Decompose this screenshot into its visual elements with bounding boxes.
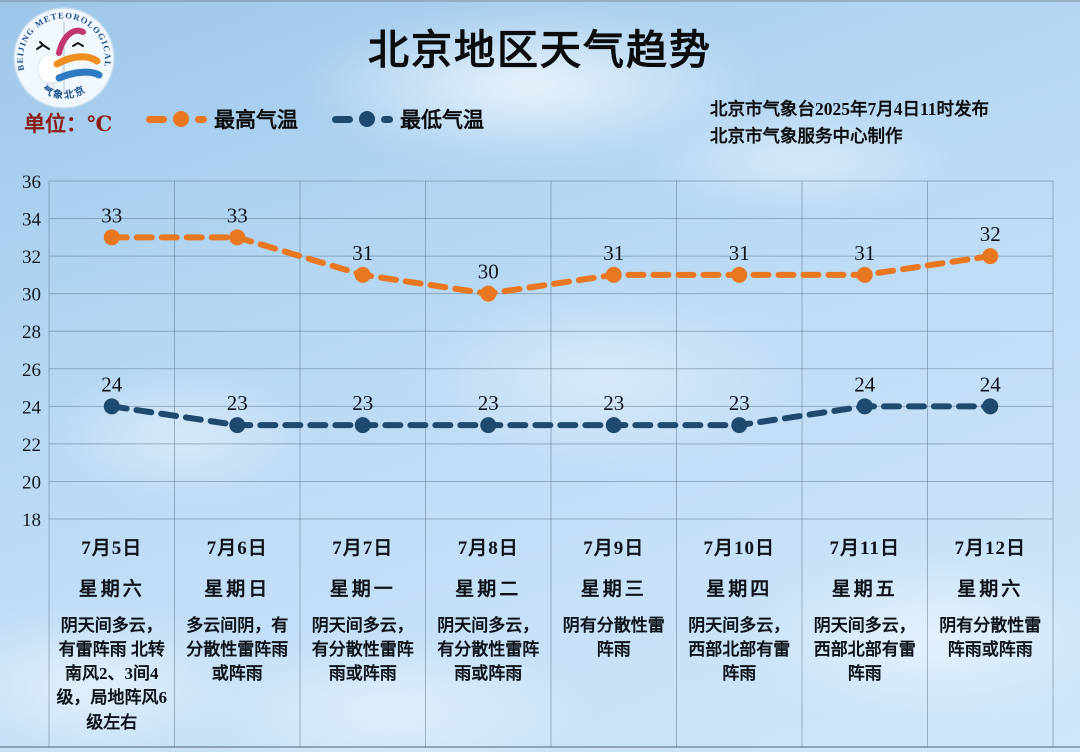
bird-icon bbox=[36, 41, 50, 50]
y-axis-tick-label: 28 bbox=[22, 322, 41, 343]
low-temp-line-marker bbox=[332, 111, 393, 127]
data-point-label: 31 bbox=[854, 241, 875, 265]
data-point-label: 31 bbox=[729, 241, 750, 265]
data-point-label: 23 bbox=[603, 391, 624, 415]
forecast-column: 7月6日星期日多云间阴，有分散性雷阵雨或阵雨 bbox=[175, 521, 301, 747]
unit-label: 单位：℃ bbox=[24, 112, 113, 136]
y-axis-tick-label: 36 bbox=[22, 172, 41, 193]
forecast-column: 7月9日星期三阴有分散性雷阵雨 bbox=[551, 521, 677, 747]
data-point bbox=[605, 266, 622, 283]
legend-label-low-temp: 最低气温 bbox=[400, 108, 484, 132]
date-label: 7月10日 bbox=[703, 538, 775, 559]
high-temp-line-marker bbox=[146, 111, 207, 127]
data-point-label: 23 bbox=[227, 391, 248, 415]
temperature-line-最低气温 bbox=[108, 403, 994, 429]
data-point-label: 33 bbox=[101, 203, 122, 227]
legend-item-low-temp: 最低气温 bbox=[332, 104, 484, 134]
data-point bbox=[731, 417, 748, 434]
weekday-label: 星期二 bbox=[455, 579, 522, 600]
data-point-label: 31 bbox=[603, 241, 624, 265]
data-point-label: 33 bbox=[227, 203, 248, 227]
y-axis-tick-label: 18 bbox=[22, 510, 41, 531]
data-point bbox=[856, 266, 873, 283]
weekday-label: 星期六 bbox=[78, 579, 145, 600]
weather-description: 阴有分散性雷阵雨 bbox=[562, 616, 665, 660]
orange-swoosh-icon bbox=[53, 53, 101, 68]
issue-info: 北京市气象台2025年7月4日11时发布 北京市气象服务中心制作 bbox=[710, 96, 989, 150]
data-point-label: 24 bbox=[101, 372, 123, 396]
data-point bbox=[229, 417, 246, 434]
data-point bbox=[229, 229, 246, 246]
page-title: 北京地区天气趋势 bbox=[368, 27, 712, 73]
data-point-label: 23 bbox=[352, 391, 373, 415]
data-point bbox=[103, 398, 120, 415]
forecast-column: 7月5日星期六阴天间多云，有雷阵雨 北转南风2、3间4级，局地阵风6级左右 bbox=[49, 521, 175, 747]
y-axis-tick-label: 24 bbox=[22, 397, 42, 418]
beijing-meteorological-service-logo: BEIJING METEOROLOGICAL SERVICE 气象北京 bbox=[12, 6, 115, 109]
data-point-label: 23 bbox=[478, 391, 499, 415]
data-point bbox=[731, 266, 748, 283]
chart-legend: 最高气温 最低气温 bbox=[146, 104, 484, 134]
data-point bbox=[982, 398, 999, 415]
data-point bbox=[103, 229, 120, 246]
radiosonde-box-icon bbox=[46, 82, 55, 92]
bird-icon bbox=[72, 41, 84, 47]
y-axis-tick-label: 22 bbox=[22, 435, 41, 456]
data-point-label: 32 bbox=[980, 222, 1001, 246]
legend-label-high-temp: 最高气温 bbox=[214, 108, 298, 132]
date-label: 7月5日 bbox=[81, 538, 143, 559]
weather-description: 阴天间多云，有分散性雷阵雨或阵雨 bbox=[437, 616, 540, 684]
red-swoosh-icon bbox=[56, 27, 86, 56]
weather-description: 阴天间多云，有分散性雷阵雨或阵雨 bbox=[311, 616, 414, 684]
data-point bbox=[856, 398, 873, 415]
forecast-column: 7月10日星期四阴天间多云，西部北部有雷阵雨 bbox=[677, 521, 803, 747]
data-point bbox=[354, 266, 371, 283]
issue-line-2: 北京市气象服务中心制作 bbox=[710, 126, 903, 147]
weather-description: 阴天间多云，西部北部有雷阵雨 bbox=[813, 616, 916, 684]
y-axis-tick-label: 20 bbox=[22, 472, 41, 493]
data-point bbox=[480, 417, 497, 434]
weekday-label: 星期日 bbox=[204, 579, 271, 600]
forecast-table: 7月5日 星期六 阴天间多云，有雷阵雨 北转南风2、3间4级，局地阵风6级左右 7月6… bbox=[49, 521, 1053, 747]
weather-description: 多云间阴，有分散性雷阵雨或阵雨 bbox=[186, 616, 289, 684]
weekday-label: 星期五 bbox=[831, 579, 898, 600]
date-label: 7月9日 bbox=[583, 538, 645, 559]
weather-description: 阴有分散性雷阵雨或阵雨 bbox=[939, 616, 1042, 660]
y-axis-tick-label: 32 bbox=[22, 247, 41, 268]
y-axis-tick-label: 30 bbox=[22, 285, 41, 306]
y-axis-tick-label: 34 bbox=[22, 210, 42, 231]
data-point-label: 24 bbox=[980, 372, 1002, 396]
date-label: 7月6日 bbox=[206, 538, 268, 559]
data-point bbox=[982, 248, 999, 265]
weather-description: 阴天间多云，西部北部有雷阵雨 bbox=[688, 616, 791, 684]
data-point bbox=[480, 285, 497, 302]
issue-line-1: 北京市气象台2025年7月4日11时发布 bbox=[710, 99, 990, 119]
y-axis-tick-label: 26 bbox=[22, 360, 41, 381]
forecast-column: 7月7日星期一阴天间多云，有分散性雷阵雨或阵雨 bbox=[300, 521, 426, 747]
legend-item-high-temp: 最高气温 bbox=[146, 104, 298, 134]
data-point-label: 30 bbox=[478, 260, 499, 284]
data-point-label: 24 bbox=[854, 372, 876, 396]
weekday-label: 星期三 bbox=[580, 579, 647, 600]
data-point bbox=[605, 417, 622, 434]
temperature-line-最高气温 bbox=[108, 234, 994, 297]
weekday-label: 星期六 bbox=[957, 579, 1024, 600]
data-point-label: 23 bbox=[729, 391, 750, 415]
date-label: 7月12日 bbox=[954, 538, 1026, 559]
weather-description: 阴天间多云，有雷阵雨 北转南风2、3间4级，局地阵风6级左右 bbox=[56, 616, 168, 732]
data-point bbox=[354, 417, 371, 434]
weekday-label: 星期一 bbox=[329, 579, 396, 600]
forecast-column: 7月11日星期五阴天间多云，西部北部有雷阵雨 bbox=[802, 521, 928, 747]
date-label: 7月7日 bbox=[332, 538, 394, 559]
forecast-column: 7月8日星期二阴天间多云，有分散性雷阵雨或阵雨 bbox=[426, 521, 552, 747]
weekday-label: 星期四 bbox=[706, 579, 773, 600]
data-point-label: 31 bbox=[352, 241, 373, 265]
forecast-column: 7月12日星期六阴有分散性雷阵雨或阵雨 bbox=[928, 521, 1054, 747]
date-label: 7月8日 bbox=[457, 538, 519, 559]
blue-swoosh-icon bbox=[55, 68, 103, 82]
date-label: 7月11日 bbox=[829, 538, 900, 559]
